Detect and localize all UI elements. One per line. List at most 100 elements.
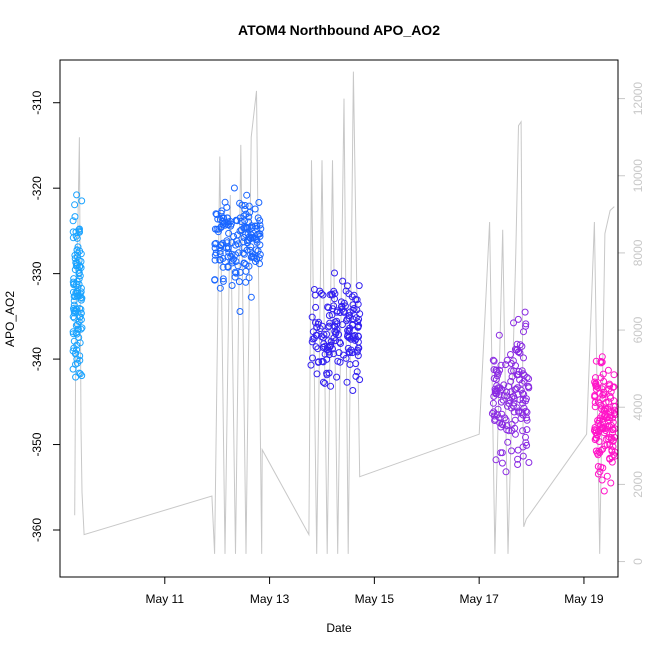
data-point (310, 286, 318, 293)
data-point (212, 239, 220, 247)
data-point (351, 336, 359, 344)
data-point (353, 296, 361, 304)
data-point (353, 368, 361, 376)
data-point (77, 296, 85, 304)
data-point (488, 410, 496, 417)
data-point (510, 395, 518, 403)
data-point (600, 407, 608, 415)
secondary-line (74, 71, 615, 554)
data-point (600, 487, 608, 495)
y2-tick-label: 12000 (631, 82, 645, 116)
series-4 (488, 308, 533, 476)
data-point (341, 302, 349, 310)
data-point (515, 371, 522, 378)
data-point (237, 218, 245, 225)
data-point (610, 383, 618, 391)
data-point (499, 396, 507, 404)
data-point (232, 251, 239, 259)
data-point (323, 369, 331, 377)
data-point (308, 313, 316, 321)
data-point (70, 314, 78, 322)
data-point (240, 259, 248, 267)
data-point (349, 387, 357, 394)
data-point (355, 282, 363, 290)
data-point (246, 234, 254, 242)
data-point (313, 323, 321, 331)
data-point (593, 431, 601, 439)
data-point (604, 366, 612, 374)
data-point (342, 287, 350, 295)
data-point (244, 224, 252, 232)
data-point (256, 221, 264, 229)
data-point (71, 213, 79, 221)
data-point (236, 308, 244, 315)
data-point (514, 345, 521, 353)
y-tick-label: -340 (30, 347, 44, 371)
secondary-line-layer (74, 71, 615, 554)
y-tick-label: -310 (30, 90, 44, 114)
data-point (314, 358, 322, 366)
data-point (327, 382, 335, 390)
x-tick-label: May 13 (250, 592, 290, 606)
data-point (247, 246, 254, 254)
data-point (520, 354, 527, 362)
data-point (231, 268, 239, 276)
data-point (348, 349, 356, 357)
data-point (235, 278, 243, 286)
data-point (489, 399, 497, 407)
data-point (507, 377, 515, 385)
data-point (328, 291, 336, 299)
scatter-points-layer (69, 184, 619, 495)
data-point (231, 273, 239, 281)
data-point (339, 277, 347, 285)
data-point (247, 243, 255, 251)
data-point (493, 411, 501, 419)
series-5 (591, 353, 619, 495)
data-point (75, 318, 83, 326)
data-point (76, 352, 84, 360)
data-point (232, 258, 240, 265)
data-point (345, 348, 353, 356)
data-point (333, 373, 341, 381)
data-point (321, 379, 329, 387)
data-point (246, 208, 254, 216)
data-point (313, 370, 321, 378)
data-point (609, 414, 617, 422)
data-point (605, 433, 613, 441)
data-point (595, 399, 603, 407)
data-point (74, 325, 82, 333)
data-point (76, 292, 84, 300)
data-point (492, 456, 500, 464)
chart-title: ATOM4 Northbound APO_AO2 (238, 22, 440, 38)
data-point (352, 372, 360, 380)
data-point (521, 308, 529, 316)
data-point (519, 370, 527, 378)
data-point (211, 256, 219, 264)
data-point (354, 352, 362, 360)
data-point (592, 382, 600, 390)
data-point (354, 338, 362, 346)
data-point (225, 249, 233, 257)
y-tick-label: -350 (30, 432, 44, 456)
data-point (599, 445, 607, 453)
y-tick-label: -360 (30, 518, 44, 542)
data-point (308, 338, 316, 346)
x-axis-label: Date (326, 621, 352, 635)
data-point (78, 324, 86, 332)
data-point (349, 306, 357, 314)
data-point (219, 218, 227, 226)
data-point (525, 375, 533, 383)
data-point (69, 278, 77, 286)
data-point (251, 205, 259, 213)
data-point (502, 468, 510, 476)
data-point (497, 361, 505, 369)
data-point (523, 426, 531, 434)
data-point (78, 372, 86, 380)
data-point (510, 319, 517, 327)
data-point (77, 316, 85, 324)
data-point (330, 322, 338, 330)
data-point (217, 241, 225, 249)
data-point (523, 374, 531, 381)
data-point (603, 441, 611, 448)
data-point (227, 252, 235, 260)
